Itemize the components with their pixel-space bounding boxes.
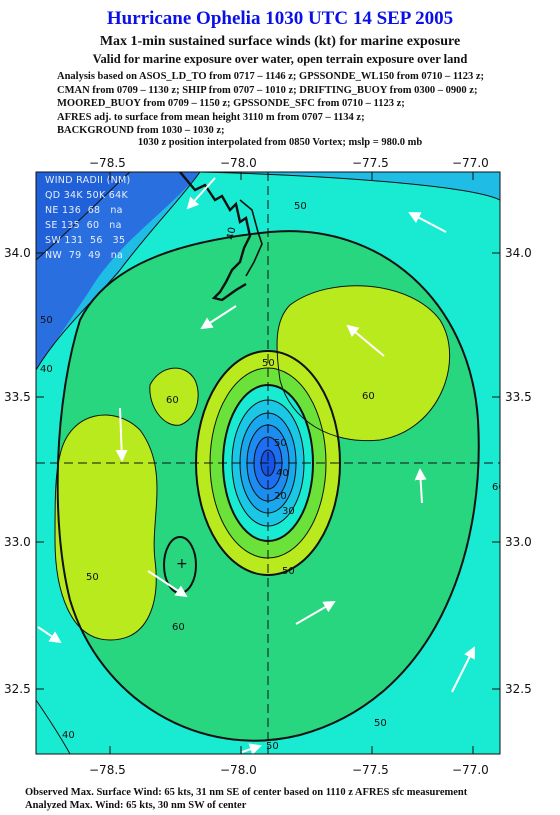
coastline [179,172,252,302]
wind-radii-table: WIND RADII (NM) QD 34K 50K 64K NE 136 68… [45,173,131,263]
contour-label: 30 [282,506,295,517]
lon-tick-top: −77.5 [352,156,389,170]
lon-tick-top: −78.0 [220,156,257,170]
lat-tick-right: 33.5 [505,390,532,404]
contour-label: 60 [172,622,185,633]
wind-radii-header: WIND RADII (NM) [45,175,131,186]
wind-arrow [346,324,385,357]
contour-label: 50 [262,358,275,369]
wind-arrow [451,646,475,693]
contour-label: 60 [166,395,179,406]
lon-tick-top: −77.0 [452,156,489,170]
max-wind-marker: + [176,556,188,572]
contour-label: 40 [40,364,53,375]
lat-tick-right: 34.0 [505,246,532,260]
map-title: Hurricane Ophelia 1030 UTC 14 SEP 2005 [106,8,454,29]
wind-arrow [408,212,447,233]
contour-label: 40 [62,730,75,741]
wind-arrow [414,468,427,504]
wind-radii-row: NW 79 49 na [45,250,124,261]
wind-60kt-area-sw [55,415,157,640]
analyzed-max-wind: Analyzed Max. Wind: 65 kts, 30 nm SW of … [25,800,247,811]
contour-label: 60 [362,391,375,402]
contour-labels: 50 40 50 40 50 60 60 50 40 30 20 60 60 5… [40,201,505,752]
wind-arrow [295,600,336,625]
contour-label: 50 [86,572,99,583]
contour-label: 50 [294,201,307,212]
wind-arrow [186,177,216,210]
analysis-line: AFRES adj. to surface from mean height 3… [57,111,365,123]
wind-60kt-area-w [149,368,199,426]
wind-arrow [200,305,237,330]
lat-tick-right: 32.5 [505,682,532,696]
analysis-sources: Analysis based on ASOS_LD_TO from 0717 –… [57,70,557,138]
axis-ticks [36,172,500,754]
analysis-line: CMAN from 0709 – 1130 z; SHIP from 0707 … [57,84,478,96]
contour-label: 60 [492,482,505,493]
lon-tick-bottom: −78.5 [89,763,126,777]
lat-tick-left: 34.0 [4,246,31,260]
contour-label: 50 [40,315,53,326]
contour-label: 50 [274,438,287,449]
contour-label: 40 [225,226,238,240]
coastline-sound [239,199,263,277]
contour-label: 50 [282,566,295,577]
map-subtitle-exposure: Valid for marine exposure over water, op… [92,52,468,66]
lat-tick-left: 32.5 [4,682,31,696]
contour-label: 50 [374,718,387,729]
analysis-line: MOORED_BUOY from 0709 – 1150 z; GPSSONDE… [57,98,405,110]
map-subtitle: Max 1-min sustained surface winds (kt) f… [99,34,461,49]
wind-arrows [37,177,475,754]
lon-tick-top: −78.5 [89,156,126,170]
wind-radii-row: NE 136 68 na [45,205,123,216]
lat-tick-right: 33.0 [505,535,532,549]
lon-tick-bottom: −77.0 [452,763,489,777]
position-note: 1030 z position interpolated from 0850 V… [137,137,423,148]
contour-label: 50 [266,741,279,752]
observed-max-wind: Observed Max. Surface Wind: 65 kts, 31 n… [25,787,468,798]
lon-tick-bottom: −78.0 [220,763,257,777]
wind-radii-row: SW 131 56 35 [45,235,126,246]
wind-arrow [241,743,262,754]
analysis-line: BACKGROUND from 1030 – 1030 z; [57,125,225,137]
lat-tick-left: 33.0 [4,535,31,549]
wind-arrow [115,407,128,462]
map-frame [35,171,501,755]
wind-radii-row: SE 135 60 na [45,220,122,231]
lon-tick-bottom: −77.5 [352,763,389,777]
wind-arrow [147,570,188,598]
lat-tick-left: 33.5 [4,390,31,404]
contour-label: 40 [276,468,289,479]
wind-arrow [37,626,62,644]
contour-label: 20 [274,491,287,502]
analysis-line: Analysis based on ASOS_LD_TO from 0717 –… [57,71,485,82]
wind-radii-columns: QD 34K 50K 64K [45,190,129,201]
